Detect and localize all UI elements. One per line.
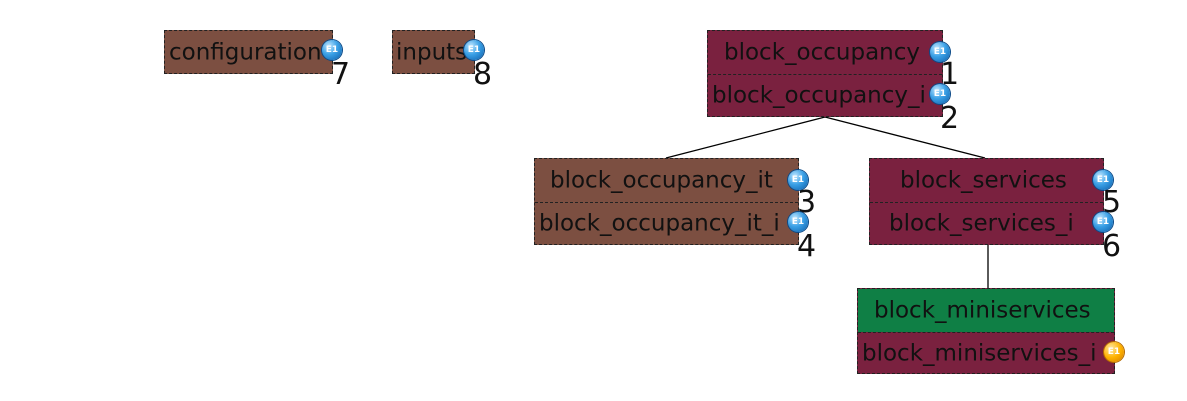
block-services-i-cell: block_services_i — [870, 202, 1103, 245]
block-occupancy-it-number: 3 — [797, 185, 817, 220]
block-occupancy-it[interactable]: block_occupancy_it block_occupancy_it_i — [534, 158, 799, 245]
e1-badge-blue-icon: E1 — [788, 170, 808, 190]
block-miniservices-i-label: block_miniservices_i — [862, 340, 1097, 366]
block-occupancy-number: 1 — [940, 57, 960, 92]
e1-badge-blue-icon: E1 — [464, 40, 484, 60]
block-occupancy-i-number: 2 — [940, 101, 960, 136]
block-inputs-number: 8 — [473, 57, 493, 92]
block-occupancy-it-label: block_occupancy_it — [550, 167, 773, 193]
block-services-number: 5 — [1102, 185, 1122, 220]
e1-badge-blue-icon: E1 — [1093, 170, 1113, 190]
e1-badge-orange-icon: E1 — [1104, 342, 1124, 362]
block-services-i-label: block_services_i — [889, 210, 1074, 237]
block-occupancy-it-i-cell: block_occupancy_it_i — [535, 202, 798, 245]
edge-occupancy-to-services — [824, 116, 986, 159]
block-inputs-cell: inputs — [393, 31, 474, 75]
e1-badge-blue-icon: E1 — [788, 212, 808, 232]
block-services-i-number: 6 — [1102, 229, 1122, 264]
block-configuration-number: 7 — [331, 57, 351, 92]
block-occupancy-it-i-label: block_occupancy_it_i — [539, 210, 780, 237]
block-inputs-label: inputs — [396, 39, 468, 66]
block-occupancy-i-label: block_occupancy_i — [712, 82, 926, 109]
block-configuration-cell: configuration — [165, 31, 332, 75]
block-occupancy-it-cell: block_occupancy_it — [535, 159, 798, 202]
e1-badge-blue-icon: E1 — [930, 84, 950, 104]
block-occupancy[interactable]: block_occupancy block_occupancy_i — [707, 30, 943, 117]
block-services-label: block_services — [900, 167, 1067, 193]
edge-occupancy-to-occupancy-it — [665, 116, 826, 159]
e1-badge-blue-icon: E1 — [1093, 212, 1113, 232]
e1-badge-blue-icon: E1 — [322, 40, 342, 60]
block-services[interactable]: block_services block_services_i — [869, 158, 1104, 245]
block-miniservices[interactable]: block_miniservices block_miniservices_i — [857, 288, 1115, 374]
block-inputs[interactable]: inputs — [392, 30, 475, 74]
block-configuration-label: configuration — [169, 39, 322, 66]
block-occupancy-i-cell: block_occupancy_i — [708, 74, 942, 117]
block-services-cell: block_services — [870, 159, 1103, 202]
block-occupancy-label: block_occupancy — [724, 39, 920, 65]
e1-badge-blue-icon: E1 — [930, 42, 950, 62]
block-occupancy-it-i-number: 4 — [797, 229, 817, 264]
block-miniservices-label: block_miniservices — [874, 297, 1091, 323]
block-configuration[interactable]: configuration — [164, 30, 333, 74]
block-occupancy-cell: block_occupancy — [708, 31, 942, 74]
block-miniservices-i-cell: block_miniservices_i — [858, 332, 1114, 374]
block-miniservices-cell: block_miniservices — [858, 289, 1114, 332]
